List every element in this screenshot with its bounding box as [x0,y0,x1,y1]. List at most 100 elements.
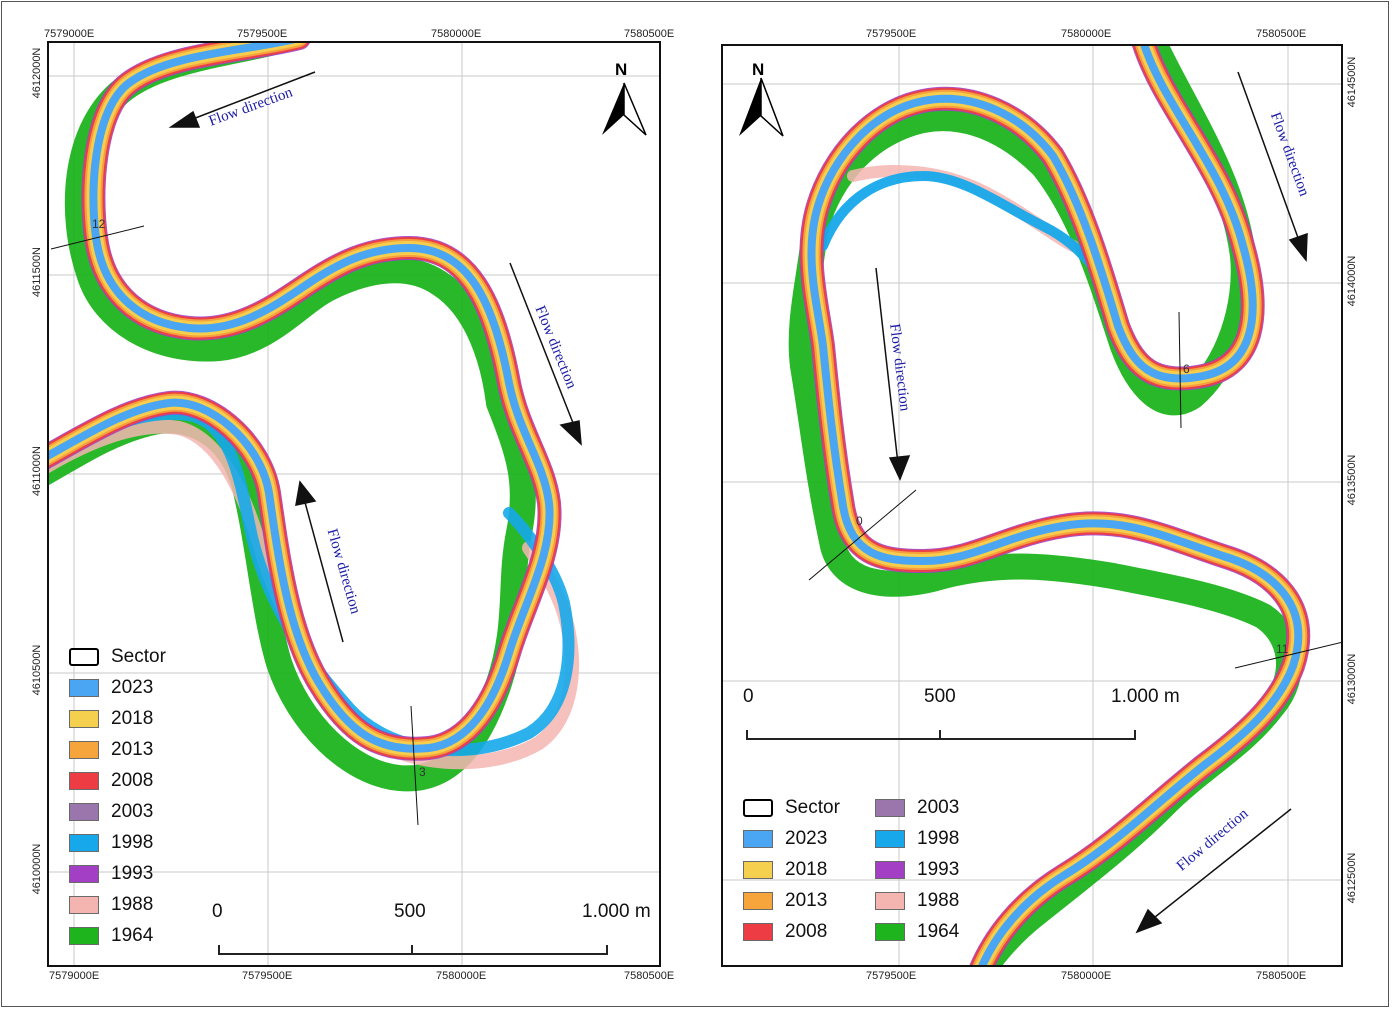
legend-swatch [875,830,905,848]
flow-arrowhead [1135,908,1163,934]
easting-label: 7580000E [431,28,482,40]
legend-label: 2008 [111,770,154,791]
legend-swatch [875,861,905,879]
sector-number: 11 [1276,642,1289,656]
legend-swatch [743,799,773,817]
legend-swatch [69,648,99,666]
scale-bar-line [746,730,1136,740]
legend-label: 1998 [111,832,154,853]
sector-line [410,705,419,826]
flow-arrow-line [875,267,899,465]
sector-number: 12 [92,217,106,231]
legend-swatch [69,803,99,821]
legend-label: 1988 [917,890,960,911]
scale-label-zero: 0 [743,686,754,707]
channel-1998 [818,171,1098,271]
northing-label: 4611000N [31,446,43,496]
easting-label: 7579500E [866,970,917,982]
right-flow-arrows [875,71,1308,934]
easting-label: 7580000E [1061,28,1112,40]
legend-swatch [69,865,99,883]
legend-swatch [743,861,773,879]
right-map-panel: Flow direction Flow direction Flow direc… [721,44,1343,967]
scale-label-mid: 500 [924,686,956,707]
legend-label: 1998 [917,828,960,849]
sector-number: 6 [1183,362,1190,376]
northing-label: 4610000N [31,843,43,895]
legend-label: 2018 [785,859,828,880]
legend-label: Sector [785,797,840,818]
north-label: N [615,60,628,79]
right-river-channels [788,46,1311,965]
left-map-panel: Flow direction Flow direction Flow direc… [47,41,661,967]
sector-line [1234,641,1341,669]
northing-label: 4614500N [1346,56,1358,108]
legend-label: 2013 [785,890,828,911]
channel-2023 [807,46,1303,965]
right-channel-layer [723,46,1341,965]
legend-label: 1964 [917,921,960,942]
legend-label: 2013 [111,739,154,760]
northing-label: 4613500N [1346,454,1358,506]
flow-arrow-line [1149,808,1292,922]
legend-label: 1964 [111,925,154,946]
scale-label-end: 1.000 m [582,901,651,922]
legend-swatch [743,830,773,848]
flow-arrow-line [184,71,316,123]
right-grid [723,46,1341,965]
flow-arrowhead [559,420,582,446]
sector-line [1178,311,1182,429]
easting-label: 7580000E [1061,970,1112,982]
legend-swatch [875,892,905,910]
sector-line [808,489,917,581]
easting-label: 7579500E [237,28,288,40]
northing-label: 4614000N [1346,255,1358,307]
legend-swatch [69,927,99,945]
scale-bar-tick [411,945,413,955]
northing-label: 4611500N [31,247,43,297]
northing-label: 4612000N [31,47,43,99]
sector-number: 3 [419,765,426,779]
left-legend: Sector 2023 2018 2013 2008 2003 1998 1993 1988 19… [69,646,199,956]
north-arrow-right-half [760,77,784,137]
northing-label: 4612500N [1346,852,1358,904]
legend-label: 2003 [917,797,960,818]
flow-arrowhead [888,455,911,481]
flow-arrowhead [168,110,201,128]
legend-swatch [69,741,99,759]
easting-label: 7579000E [44,28,95,40]
scale-label-zero: 0 [212,901,223,922]
legend-swatch [69,834,99,852]
scale-bar-line [218,945,608,955]
legend-label: 2003 [111,801,154,822]
flow-arrowhead [295,480,317,506]
legend-swatch [875,799,905,817]
legend-label: 2018 [111,708,154,729]
legend-label: 2023 [111,677,154,698]
legend-swatch [69,710,99,728]
north-arrow-right-half [623,82,647,136]
legend-label: Sector [111,646,166,667]
scale-bar-tick [939,730,941,740]
north-label: N [752,60,765,79]
flow-arrow-line [509,262,576,429]
easting-label: 7580500E [1256,28,1307,40]
sector-line [50,225,145,250]
flow-arrow-line [1237,71,1302,247]
flow-arrow-line [302,494,344,643]
northing-label: 4613000N [1346,653,1358,705]
channel-2023 [49,43,554,753]
easting-label: 7580000E [436,970,487,982]
legend-swatch [743,923,773,941]
legend-label: 2008 [785,921,828,942]
left-sector-lines [50,225,419,826]
legend-swatch [743,892,773,910]
easting-label: 7580500E [624,970,675,982]
scale-label-end: 1.000 m [1111,686,1180,707]
flow-arrowhead [1288,232,1308,263]
easting-label: 7579000E [49,970,100,982]
legend-label: 2023 [785,828,828,849]
scale-label-mid: 500 [394,901,426,922]
legend-swatch [69,679,99,697]
